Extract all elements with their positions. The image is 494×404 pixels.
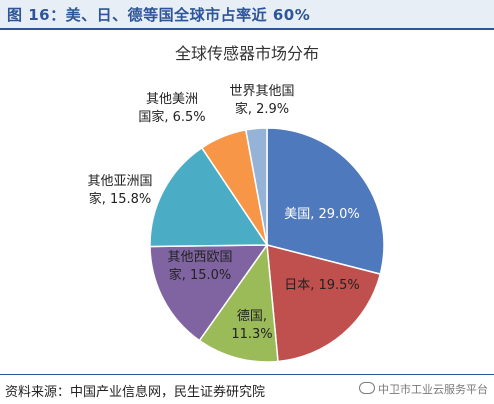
chart-title: 全球传感器市场分布 — [174, 44, 319, 63]
figure-title: 图 16：美、日、德等国全球市占率近 60% — [7, 6, 311, 24]
slice-label: 其他西欧国家, 15.0% — [167, 250, 232, 283]
pie-slice — [149, 244, 269, 342]
pie-slice — [149, 146, 269, 248]
slice-label: 美国, 29.0% — [284, 207, 360, 222]
watermark-text: 中卫市工业云服务平台 — [378, 383, 488, 396]
slice-label: 其他美洲国家, 6.5% — [138, 92, 205, 125]
pie-labels: 美国, 29.0% 日本, 19.5% 德国, 11.3% 其他西欧国家, 15.0% 其… — [87, 84, 359, 342]
source-note: 资料来源：中国产业信息网，民生证券研究院 — [5, 385, 266, 400]
pie-slice — [244, 127, 268, 246]
pie-slice — [266, 127, 385, 276]
pie-slice — [198, 242, 279, 363]
figure-header: 图 16：美、日、德等国全球市占率近 60% — [0, 0, 494, 30]
slice-label: 日本, 19.5% — [284, 278, 360, 293]
slice-label: 其他亚洲国家, 15.8% — [87, 174, 152, 207]
slice-label: 德国, 11.3% — [231, 309, 272, 342]
source-divider — [0, 374, 494, 375]
watermark: 中卫市工业云服务平台 — [359, 381, 488, 397]
pie-slices — [149, 127, 385, 363]
pie-slice — [266, 244, 382, 363]
wechat-icon — [359, 382, 375, 394]
slice-label: 世界其他国家, 2.9% — [229, 84, 294, 117]
